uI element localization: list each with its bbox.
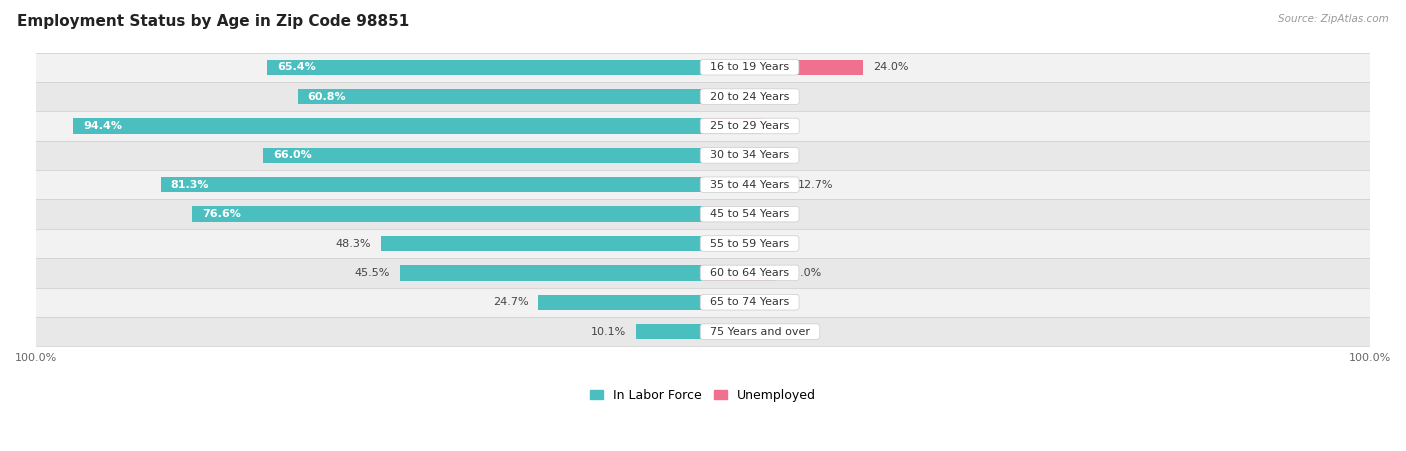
- Text: 0.0%: 0.0%: [730, 297, 758, 307]
- Bar: [37, 288, 1369, 317]
- Bar: [703, 89, 720, 104]
- Text: 30 to 34 Years: 30 to 34 Years: [703, 150, 796, 161]
- Text: 0.0%: 0.0%: [730, 327, 758, 336]
- Text: 4.0%: 4.0%: [740, 150, 768, 161]
- Text: 45 to 54 Years: 45 to 54 Years: [703, 209, 796, 219]
- Bar: [37, 170, 1369, 199]
- Bar: [703, 295, 720, 310]
- Text: 65 to 74 Years: 65 to 74 Years: [703, 297, 796, 307]
- Bar: [538, 295, 703, 310]
- Bar: [267, 60, 703, 75]
- Bar: [37, 141, 1369, 170]
- Text: 24.7%: 24.7%: [492, 297, 529, 307]
- Bar: [703, 207, 720, 222]
- Bar: [37, 82, 1369, 111]
- Bar: [37, 258, 1369, 288]
- Bar: [37, 53, 1369, 82]
- Text: 48.3%: 48.3%: [336, 239, 371, 249]
- Legend: In Labor Force, Unemployed: In Labor Force, Unemployed: [585, 384, 821, 407]
- Bar: [37, 199, 1369, 229]
- Text: 11.0%: 11.0%: [786, 268, 821, 278]
- Text: 24.0%: 24.0%: [873, 62, 908, 72]
- Bar: [381, 236, 703, 251]
- Bar: [298, 89, 703, 104]
- Text: 60.8%: 60.8%: [308, 92, 346, 101]
- Text: 25 to 29 Years: 25 to 29 Years: [703, 121, 796, 131]
- Bar: [37, 229, 1369, 258]
- Text: 75 Years and over: 75 Years and over: [703, 327, 817, 336]
- Text: 0.0%: 0.0%: [730, 92, 758, 101]
- Bar: [37, 111, 1369, 141]
- Text: 76.6%: 76.6%: [202, 209, 240, 219]
- Bar: [636, 324, 703, 339]
- Text: 12.7%: 12.7%: [797, 180, 834, 190]
- Text: 0.0%: 0.0%: [730, 239, 758, 249]
- Bar: [703, 118, 762, 133]
- Bar: [263, 148, 703, 163]
- Text: Source: ZipAtlas.com: Source: ZipAtlas.com: [1278, 14, 1389, 23]
- Bar: [703, 60, 863, 75]
- Text: 45.5%: 45.5%: [354, 268, 389, 278]
- Text: 0.0%: 0.0%: [730, 209, 758, 219]
- Text: 66.0%: 66.0%: [273, 150, 312, 161]
- Text: 60 to 64 Years: 60 to 64 Years: [703, 268, 796, 278]
- Text: 55 to 59 Years: 55 to 59 Years: [703, 239, 796, 249]
- Bar: [73, 118, 703, 133]
- Bar: [703, 236, 720, 251]
- Bar: [193, 207, 703, 222]
- Text: 81.3%: 81.3%: [172, 180, 209, 190]
- Text: 35 to 44 Years: 35 to 44 Years: [703, 180, 796, 190]
- Text: 20 to 24 Years: 20 to 24 Years: [703, 92, 796, 101]
- Bar: [703, 265, 776, 281]
- Text: 65.4%: 65.4%: [277, 62, 315, 72]
- Bar: [399, 265, 703, 281]
- Text: 16 to 19 Years: 16 to 19 Years: [703, 62, 796, 72]
- Text: 94.4%: 94.4%: [83, 121, 122, 131]
- Text: 10.1%: 10.1%: [591, 327, 626, 336]
- Bar: [37, 317, 1369, 346]
- Bar: [160, 177, 703, 193]
- Text: Employment Status by Age in Zip Code 98851: Employment Status by Age in Zip Code 988…: [17, 14, 409, 28]
- Text: 8.8%: 8.8%: [772, 121, 800, 131]
- Bar: [703, 324, 720, 339]
- Bar: [703, 177, 787, 193]
- Bar: [703, 148, 730, 163]
